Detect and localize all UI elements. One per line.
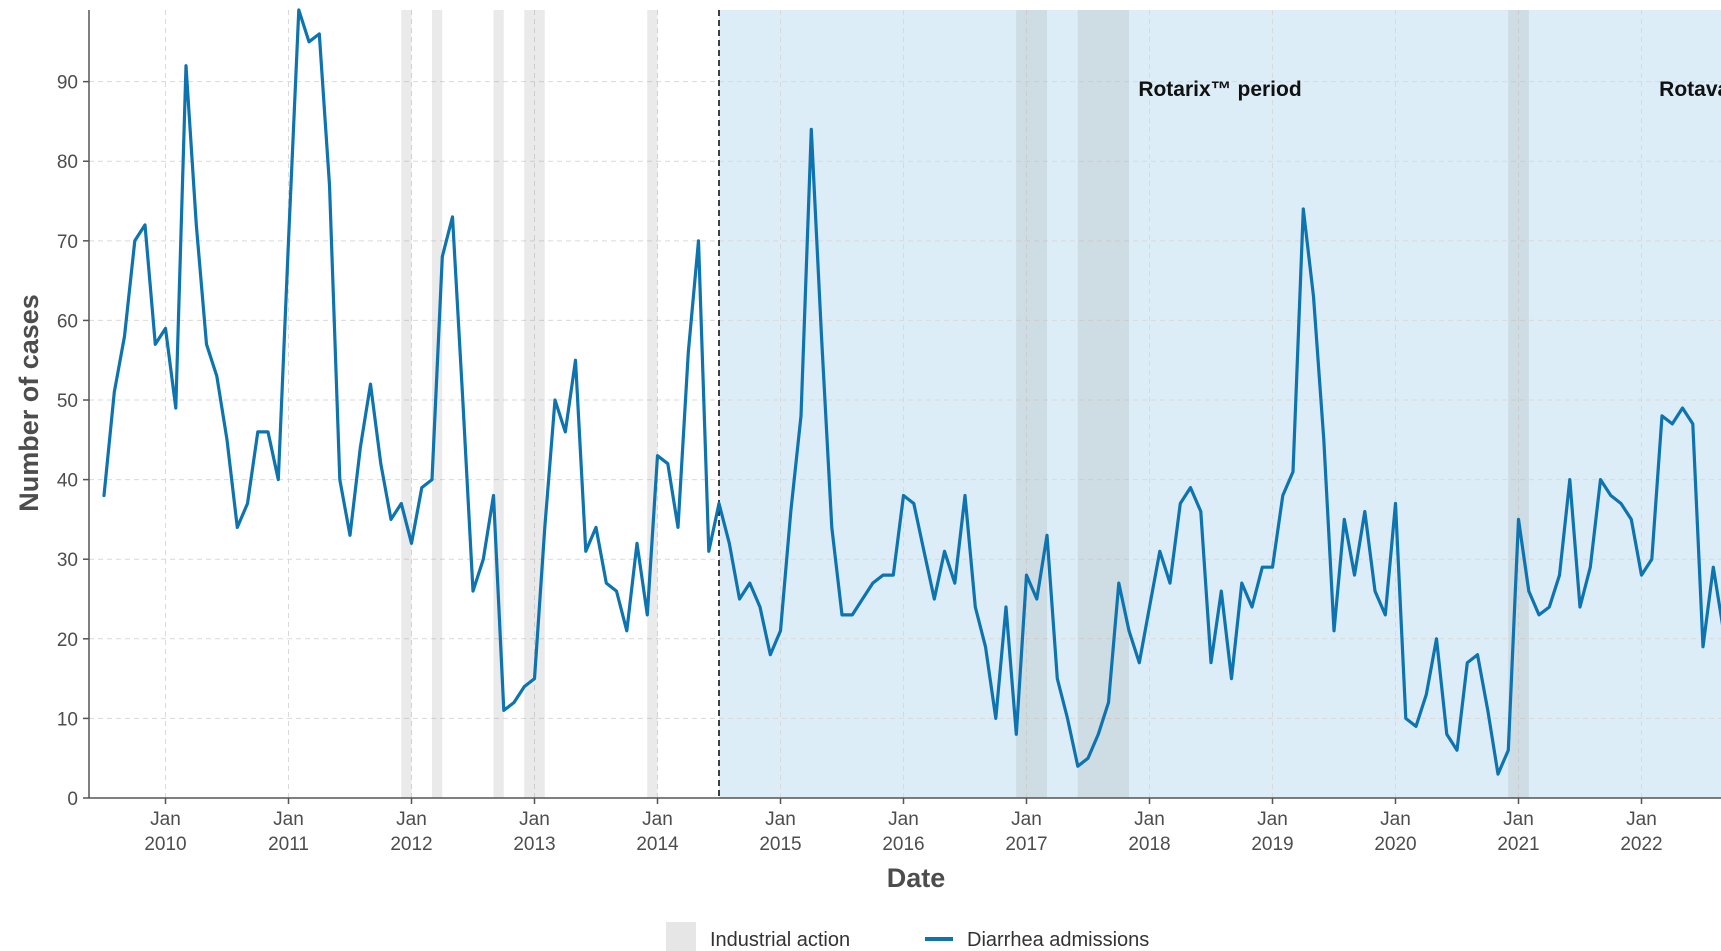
series-group	[102, 8, 1721, 776]
y-tick-label: 0	[67, 789, 78, 810]
x-tick-label-month: Jan	[1257, 809, 1288, 830]
y-tick-label: 90	[57, 73, 78, 94]
x-tick-label-month: Jan	[888, 809, 919, 830]
x-tick-label-month: Jan	[519, 809, 550, 830]
x-tick-label-year: 2014	[636, 834, 679, 855]
y-axis-title: Number of cases	[14, 294, 44, 512]
x-tick-label-year: 2018	[1128, 834, 1170, 855]
x-tick-label-year: 2019	[1251, 834, 1293, 855]
y-tick-label: 50	[57, 391, 78, 412]
y-tick-label: 40	[57, 471, 78, 492]
industrial-action-bands	[401, 10, 1529, 798]
x-tick-label-year: 2021	[1497, 834, 1539, 855]
x-tick-label-month: Jan	[1011, 809, 1042, 830]
x-tick-label-month: Jan	[1134, 809, 1165, 830]
legend: Industrial action Diarrhea admissions	[666, 922, 1149, 951]
legend-industrial-action-label: Industrial action	[710, 929, 850, 951]
period-labels: Rotarix™ period Rotavac® period	[1138, 78, 1721, 101]
plot-background	[719, 10, 1721, 798]
y-tick-label: 60	[57, 311, 78, 332]
y-tick-label: 80	[57, 152, 78, 173]
y-tick-label: 30	[57, 550, 78, 571]
legend-diarrhea-admissions-label: Diarrhea admissions	[967, 929, 1149, 951]
x-tick-label-year: 2016	[882, 834, 924, 855]
industrial-action-band	[401, 10, 412, 798]
industrial-action-band	[493, 10, 504, 798]
x-tick-label-year: 2022	[1620, 834, 1662, 855]
industrial-action-band	[647, 10, 658, 798]
x-tick-label-month: Jan	[273, 809, 304, 830]
x-tick-label-year: 2020	[1374, 834, 1416, 855]
axes: 0 10 20 30 40 50 60 70 80 90 Jan 2010 Jan 2011 Jan 2012…	[57, 10, 1721, 855]
legend-industrial-action-swatch	[666, 922, 696, 951]
y-tick-label: 20	[57, 630, 78, 651]
y-tick-label: 70	[57, 232, 78, 253]
period-dividers	[718, 10, 720, 798]
y-tick-label: 10	[57, 709, 78, 730]
x-tick-label-year: 2011	[268, 834, 309, 855]
industrial-action-band	[432, 10, 443, 798]
x-tick-label-month: Jan	[1503, 809, 1534, 830]
x-tick-label-year: 2013	[513, 834, 555, 855]
x-tick-label-year: 2012	[390, 834, 432, 855]
x-tick-label-month: Jan	[642, 809, 673, 830]
x-tick-label-year: 2010	[144, 834, 186, 855]
x-tick-label-year: 2017	[1005, 834, 1047, 855]
industrial-action-band	[1077, 10, 1129, 798]
period-label-2: Rotavac® period	[1659, 78, 1721, 101]
x-tick-label-month: Jan	[150, 809, 181, 830]
x-tick-label-year: 2015	[759, 834, 801, 855]
x-tick-label-month: Jan	[1626, 809, 1657, 830]
x-tick-label-month: Jan	[765, 809, 796, 830]
diarrhea-admissions-line	[102, 8, 1721, 776]
x-axis-title: Date	[887, 863, 946, 893]
period-band-1	[719, 10, 1721, 798]
grid-lines	[89, 10, 1721, 799]
x-tick-label-month: Jan	[1380, 809, 1411, 830]
x-tick-label-month: Jan	[396, 809, 427, 830]
period-label-1: Rotarix™ period	[1138, 78, 1301, 101]
